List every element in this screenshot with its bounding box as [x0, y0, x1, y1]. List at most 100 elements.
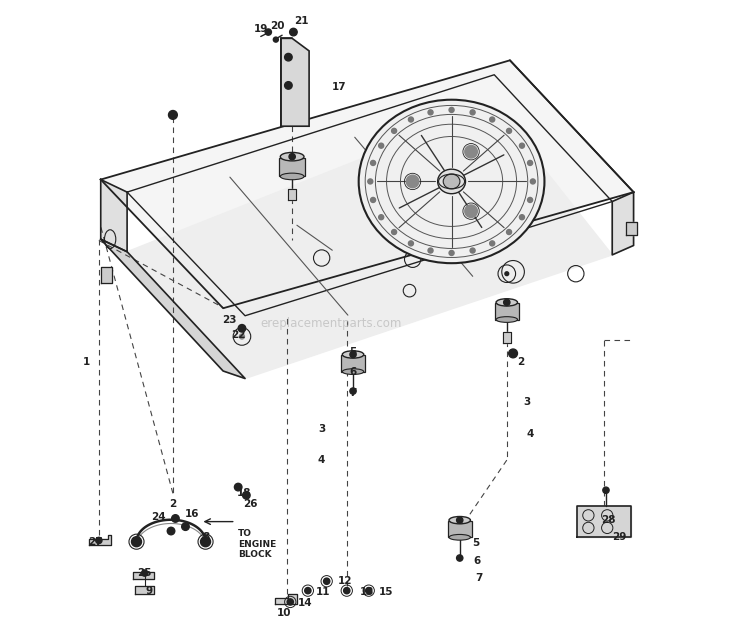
Circle shape: [506, 128, 512, 133]
Text: ereplacementparts.com: ereplacementparts.com: [260, 318, 402, 330]
Circle shape: [370, 160, 376, 165]
Circle shape: [167, 527, 175, 535]
Circle shape: [379, 214, 384, 220]
Circle shape: [449, 250, 454, 255]
Polygon shape: [503, 332, 511, 343]
Polygon shape: [626, 221, 638, 235]
Circle shape: [490, 241, 495, 246]
Text: 5: 5: [350, 347, 357, 357]
Circle shape: [520, 214, 524, 220]
Circle shape: [323, 578, 330, 584]
Circle shape: [172, 515, 179, 522]
Text: 10: 10: [277, 608, 291, 618]
Polygon shape: [89, 535, 112, 545]
Circle shape: [169, 111, 177, 120]
Ellipse shape: [449, 535, 470, 540]
Text: 4: 4: [318, 455, 326, 465]
Circle shape: [368, 179, 373, 184]
Circle shape: [457, 555, 463, 561]
Text: 7: 7: [475, 573, 482, 583]
Circle shape: [290, 28, 297, 36]
Polygon shape: [100, 239, 245, 379]
Circle shape: [520, 143, 524, 148]
Polygon shape: [134, 572, 154, 579]
Circle shape: [457, 517, 463, 523]
Circle shape: [284, 82, 292, 89]
Ellipse shape: [438, 169, 466, 194]
Circle shape: [266, 29, 272, 35]
Text: 11: 11: [316, 587, 331, 597]
Polygon shape: [280, 38, 309, 126]
Ellipse shape: [342, 369, 364, 374]
Ellipse shape: [280, 173, 304, 180]
Text: 5: 5: [472, 538, 479, 548]
Polygon shape: [279, 158, 305, 176]
Ellipse shape: [280, 152, 304, 161]
Polygon shape: [100, 60, 634, 308]
Circle shape: [603, 487, 609, 493]
Circle shape: [470, 248, 475, 253]
Circle shape: [392, 230, 397, 235]
Circle shape: [273, 37, 278, 42]
Text: 13: 13: [360, 587, 375, 597]
Polygon shape: [289, 189, 296, 200]
Text: 12: 12: [338, 576, 352, 586]
Circle shape: [350, 388, 356, 394]
Circle shape: [142, 570, 148, 576]
Text: 18: 18: [237, 488, 252, 498]
Polygon shape: [577, 506, 631, 537]
Text: 3: 3: [318, 424, 326, 434]
Circle shape: [365, 587, 372, 594]
Polygon shape: [341, 355, 365, 372]
Circle shape: [509, 349, 518, 358]
Text: 23: 23: [222, 314, 237, 325]
Text: 26: 26: [244, 499, 258, 509]
Text: 29: 29: [613, 532, 627, 542]
Circle shape: [527, 160, 532, 165]
Text: 25: 25: [136, 568, 152, 578]
Circle shape: [238, 325, 246, 332]
Polygon shape: [127, 106, 612, 379]
Text: 2: 2: [170, 499, 176, 509]
Text: 6: 6: [350, 367, 357, 377]
Text: 19: 19: [254, 24, 268, 34]
Circle shape: [235, 483, 242, 491]
Circle shape: [350, 352, 356, 358]
Text: 3: 3: [524, 398, 530, 408]
Text: 17: 17: [332, 82, 346, 92]
Circle shape: [409, 117, 413, 122]
Circle shape: [370, 198, 376, 203]
Polygon shape: [100, 179, 127, 252]
Circle shape: [490, 117, 495, 122]
Circle shape: [428, 248, 433, 253]
Text: 27: 27: [88, 537, 103, 547]
Text: TO
ENGINE
BLOCK: TO ENGINE BLOCK: [238, 529, 277, 559]
Text: 20: 20: [271, 21, 285, 31]
Circle shape: [200, 537, 211, 547]
Circle shape: [504, 299, 510, 306]
Circle shape: [465, 145, 477, 158]
Text: 4: 4: [527, 429, 534, 439]
Text: 7: 7: [350, 388, 357, 398]
Polygon shape: [274, 594, 296, 604]
Text: 16: 16: [184, 509, 199, 519]
Circle shape: [392, 128, 397, 133]
Ellipse shape: [443, 174, 460, 189]
Circle shape: [284, 53, 292, 61]
Text: 14: 14: [298, 598, 312, 608]
Circle shape: [287, 599, 293, 605]
Text: 22: 22: [231, 330, 245, 340]
Circle shape: [379, 143, 384, 148]
Text: 15: 15: [379, 587, 394, 597]
Polygon shape: [612, 192, 634, 255]
Polygon shape: [495, 303, 519, 320]
Circle shape: [96, 537, 102, 543]
Ellipse shape: [496, 299, 517, 306]
Circle shape: [465, 205, 477, 218]
Circle shape: [505, 272, 509, 276]
Polygon shape: [135, 586, 154, 594]
Circle shape: [289, 153, 296, 160]
Text: 21: 21: [294, 16, 308, 26]
Circle shape: [344, 587, 350, 594]
Ellipse shape: [342, 351, 364, 358]
